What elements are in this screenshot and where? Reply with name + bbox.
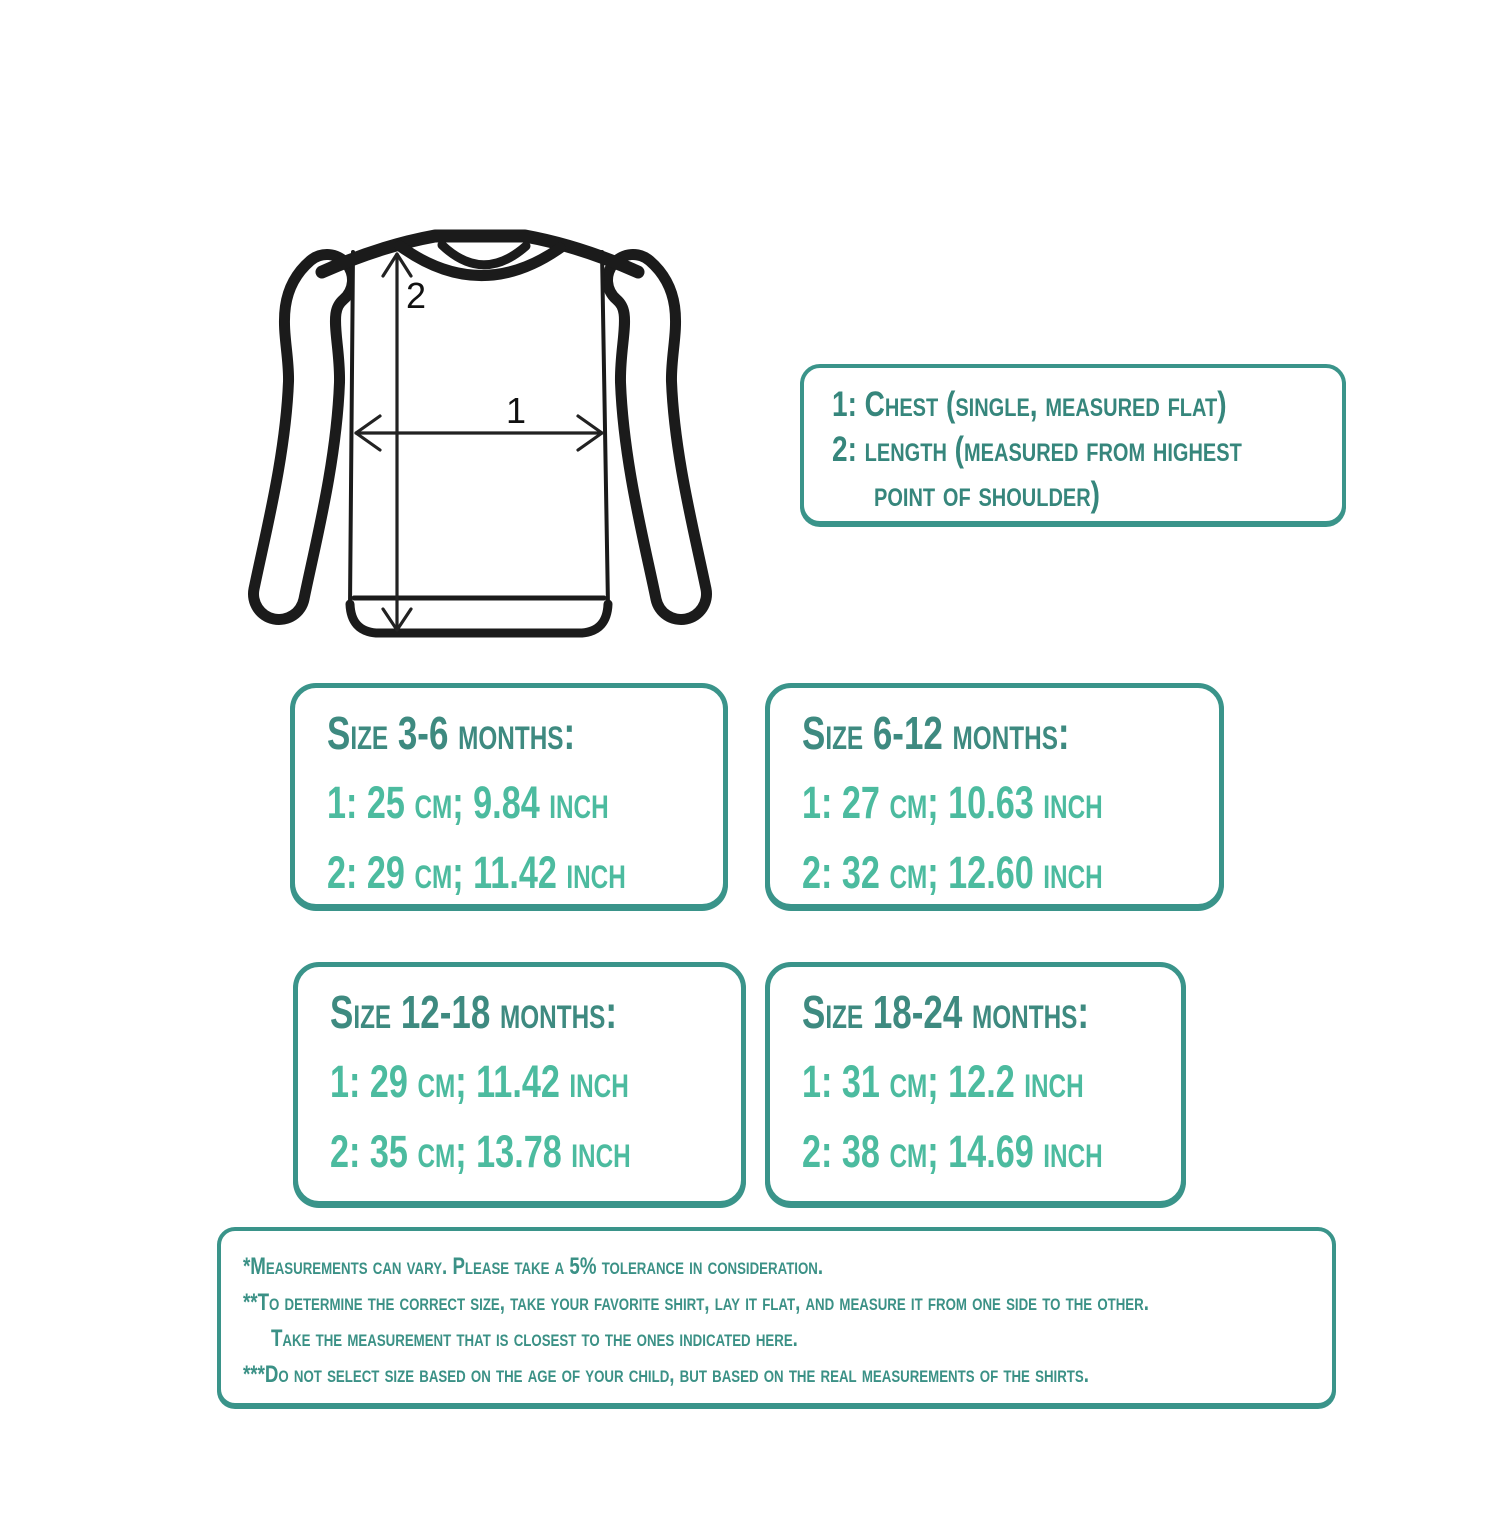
- measurement-legend-box: 1: Chest (single, measured flat) 2: leng…: [800, 364, 1346, 525]
- size-box-3-6-months: Size 3-6 months: 1: 25 cm; 9.84 inch 2: …: [290, 683, 728, 909]
- note-how-to-measure: **To determine the correct size, take yo…: [243, 1289, 1149, 1316]
- size-box-6-12-months: Size 6-12 months: 1: 27 cm; 10.63 inch 2…: [765, 683, 1224, 909]
- legend-line-length-cont: point of shoulder): [874, 475, 1100, 514]
- note-how-to-measure-cont: Take the measurement that is closest to …: [271, 1325, 798, 1352]
- size-title: Size 6-12 months:: [802, 707, 1070, 759]
- chest-measurement: 1: 31 cm; 12.2 inch: [802, 1056, 1084, 1107]
- size-title: Size 12-18 months:: [330, 986, 618, 1038]
- collar-outer: [394, 240, 566, 281]
- shoulder-band: [315, 229, 645, 279]
- legend-line-length: 2: length (measured from highest: [832, 430, 1242, 469]
- chest-measurement: 1: 25 cm; 9.84 inch: [327, 777, 609, 828]
- length-measurement: 2: 38 cm; 14.69 inch: [802, 1126, 1103, 1177]
- shirt-diagram-icon: 2 1: [248, 229, 712, 638]
- size-title: Size 18-24 months:: [802, 986, 1090, 1038]
- measurement-arrows: [354, 252, 604, 632]
- length-measure-label: 2: [406, 275, 426, 316]
- note-tolerance: *Measurements can vary. Please take a 5%…: [243, 1253, 824, 1280]
- chest-measure-label: 1: [506, 390, 526, 431]
- disclaimer-notes-box: *Measurements can vary. Please take a 5%…: [217, 1227, 1336, 1407]
- size-title: Size 3-6 months:: [327, 707, 576, 759]
- note-select-by-measurement: ***Do not select size based on the age o…: [243, 1361, 1089, 1388]
- length-measurement: 2: 32 cm; 12.60 inch: [802, 847, 1103, 898]
- size-box-12-18-months: Size 12-18 months: 1: 29 cm; 11.42 inch …: [293, 962, 746, 1206]
- left-seam: [348, 250, 355, 608]
- size-box-18-24-months: Size 18-24 months: 1: 31 cm; 12.2 inch 2…: [765, 962, 1186, 1206]
- legend-line-chest: 1: Chest (single, measured flat): [832, 385, 1227, 424]
- right-seam: [600, 250, 610, 608]
- hem: [345, 599, 613, 638]
- length-measurement: 2: 35 cm; 13.78 inch: [330, 1126, 631, 1177]
- chest-measurement: 1: 27 cm; 10.63 inch: [802, 777, 1103, 828]
- chest-measurement: 1: 29 cm; 11.42 inch: [330, 1056, 629, 1107]
- length-measurement: 2: 29 cm; 11.42 inch: [327, 847, 626, 898]
- torso: [350, 248, 608, 633]
- collar-inner: [437, 240, 531, 270]
